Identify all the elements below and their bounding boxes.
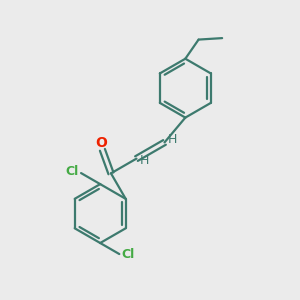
Text: Cl: Cl (66, 165, 79, 178)
Text: O: O (95, 136, 107, 150)
Text: H: H (140, 154, 149, 167)
Text: H: H (168, 133, 177, 146)
Text: Cl: Cl (122, 248, 135, 261)
